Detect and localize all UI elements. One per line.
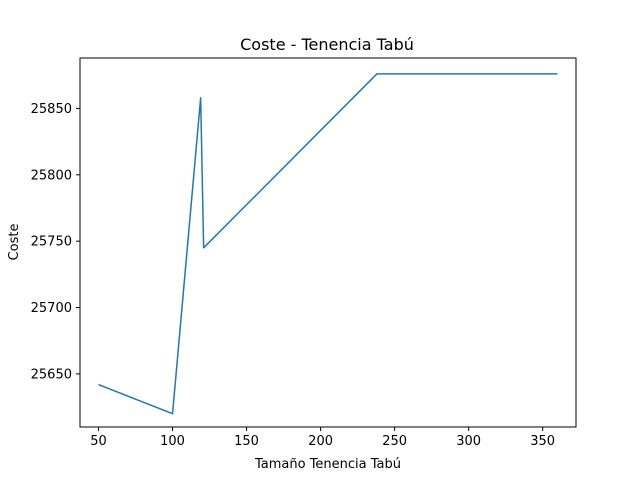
x-tick-label: 50 xyxy=(90,434,107,449)
y-tick-label: 25750 xyxy=(31,235,72,250)
x-tick-label: 250 xyxy=(382,434,407,449)
plot-area xyxy=(98,73,558,415)
x-tick-label: 200 xyxy=(308,434,333,449)
x-tick-label: 350 xyxy=(530,434,555,449)
y-axis-label: Coste xyxy=(7,224,22,261)
y-tick-label: 25650 xyxy=(31,367,72,382)
y-axis-ticks: 25650 25700 25750 25800 25850 xyxy=(31,102,80,382)
y-tick-label: 25800 xyxy=(31,168,72,183)
x-tick-label: 300 xyxy=(456,434,481,449)
x-tick-label: 150 xyxy=(234,434,259,449)
series-line-0 xyxy=(98,73,558,415)
y-tick-label: 25700 xyxy=(31,301,72,316)
x-axis-ticks: 50 100 150 200 250 300 350 xyxy=(90,427,555,449)
x-axis-label: Tamaño Tenencia Tabú xyxy=(254,457,401,472)
chart-title: Coste - Tenencia Tabú xyxy=(240,35,414,54)
plot-frame xyxy=(79,57,577,428)
y-tick-label: 25850 xyxy=(31,102,72,117)
x-tick-label: 100 xyxy=(160,434,185,449)
